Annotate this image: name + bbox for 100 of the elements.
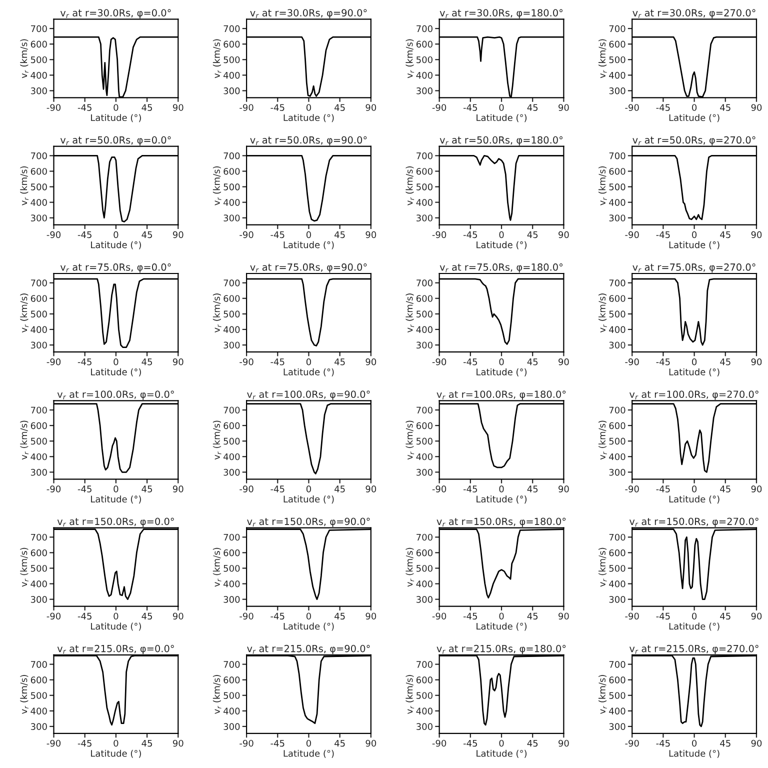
chart-title: v$_{r}$ at r=50.0Rs, φ=90.0° [250, 136, 367, 146]
chart-title: v$_{r}$ at r=50.0Rs, φ=0.0° [60, 136, 171, 146]
y-tick-label: 400 [609, 72, 626, 79]
y-tick-label: 700 [31, 25, 47, 32]
chart-title: v$_{r}$ at r=215.0Rs, φ=90.0° [247, 644, 370, 654]
x-tick-label: 45 [334, 104, 345, 111]
y-tick-label: 300 [224, 468, 240, 476]
x-tick-label: -45 [78, 104, 92, 111]
x-tick-label: 90 [751, 104, 762, 111]
x-tick-label: 45 [720, 740, 730, 747]
y-tick-label: 600 [224, 168, 240, 175]
y-axis-title: v$_{r}$ (km/s) [20, 39, 28, 78]
y-tick-label: 300 [416, 468, 432, 476]
y-tick-label: 700 [416, 25, 432, 32]
x-tick-label: -90 [46, 486, 61, 492]
y-tick-label: 300 [30, 468, 47, 476]
y-tick-label: 600 [416, 549, 432, 556]
x-tick-label: 45 [334, 358, 345, 366]
x-axis-title: Latitude (°) [476, 368, 527, 376]
x-axis-title: Latitude (°) [284, 750, 334, 758]
y-tick-label: 300 [416, 596, 432, 603]
x-tick-label: 0 [499, 486, 504, 492]
x-tick-label: -45 [463, 358, 477, 366]
y-tick-label: 700 [416, 152, 432, 160]
x-tick-label: 90 [366, 358, 376, 366]
y-tick-label: 500 [30, 183, 47, 190]
y-tick-label: 300 [416, 214, 432, 222]
x-axis-title: Latitude (°) [91, 368, 141, 376]
y-tick-label: 700 [416, 406, 432, 414]
y-tick-label: 300 [609, 723, 626, 730]
x-axis-title: Latitude (°) [284, 368, 334, 376]
y-tick-label: 600 [30, 295, 47, 302]
x-tick-label: -45 [656, 358, 670, 366]
y-tick-label: 400 [30, 453, 47, 460]
y-tick-label: 400 [416, 199, 432, 206]
y-tick-label: 600 [609, 168, 626, 175]
y-tick-label: 700 [224, 280, 240, 286]
y-tick-label: 600 [30, 549, 47, 556]
chart-title: v$_{r}$ at r=30.0Rs, φ=270.0° [632, 9, 756, 18]
y-tick-label: 400 [609, 453, 626, 460]
x-tick-label: -90 [625, 231, 639, 238]
x-tick-label: -90 [240, 104, 254, 111]
x-axis-title: Latitude (°) [91, 496, 141, 504]
y-tick-label: 400 [609, 326, 626, 334]
x-tick-label: 0 [306, 740, 311, 747]
y-axis-title: v$_{r}$ (km/s) [20, 548, 28, 587]
y-tick-label: 700 [224, 406, 240, 414]
x-tick-label: 0 [114, 231, 118, 238]
x-tick-label: 90 [558, 231, 569, 238]
y-axis-title: v$_{r}$ (km/s) [20, 675, 28, 714]
y-axis-title: v$_{r}$ (km/s) [598, 420, 607, 460]
x-tick-label: 90 [751, 231, 762, 238]
y-tick-label: 600 [30, 40, 47, 48]
x-tick-label: -45 [463, 740, 477, 747]
x-tick-label: 45 [334, 740, 345, 747]
chart-title: v$_{r}$ at r=75.0Rs, φ=180.0° [440, 263, 563, 273]
chart-title: v$_{r}$ at r=50.0Rs, φ=270.0° [632, 136, 756, 146]
x-tick-label: 45 [527, 358, 538, 366]
y-tick-label: 600 [30, 676, 47, 684]
x-tick-label: 0 [499, 358, 504, 366]
x-tick-label: -45 [656, 231, 670, 238]
y-tick-label: 300 [224, 723, 240, 730]
chart-title: v$_{r}$ at r=30.0Rs, φ=180.0° [440, 9, 563, 18]
y-axis-title: v$_{r}$ (km/s) [212, 420, 222, 460]
x-tick-label: 0 [306, 358, 311, 366]
y-tick-label: 400 [224, 199, 240, 206]
y-tick-label: 700 [224, 25, 240, 32]
x-axis-title: Latitude (°) [284, 241, 334, 250]
x-axis-title: Latitude (°) [476, 750, 527, 758]
x-tick-label: 45 [527, 612, 538, 620]
y-tick-label: 500 [30, 310, 47, 318]
y-tick-label: 600 [609, 549, 626, 556]
x-tick-label: 0 [306, 612, 311, 620]
x-tick-label: -90 [240, 486, 254, 492]
y-tick-label: 700 [224, 661, 240, 668]
y-tick-label: 500 [416, 183, 432, 190]
y-tick-label: 500 [30, 564, 47, 572]
y-tick-label: 300 [609, 342, 626, 349]
y-axis-title: v$_{r}$ (km/s) [598, 39, 607, 78]
x-tick-label: 90 [751, 612, 762, 620]
y-tick-label: 500 [609, 564, 626, 572]
y-tick-label: 400 [30, 72, 47, 79]
x-tick-label: 45 [142, 612, 152, 620]
x-tick-label: 90 [172, 358, 184, 366]
x-tick-label: 45 [142, 486, 152, 492]
x-tick-label: 0 [499, 231, 504, 238]
x-tick-label: -90 [432, 231, 446, 238]
chart-title: v$_{r}$ at r=75.0Rs, φ=0.0° [60, 263, 171, 273]
line-series [54, 278, 178, 348]
x-tick-label: 45 [527, 231, 538, 238]
x-axis-title: Latitude (°) [669, 368, 720, 376]
x-tick-label: 90 [366, 486, 376, 492]
x-tick-label: -45 [78, 486, 92, 492]
y-tick-label: 500 [416, 56, 432, 64]
x-tick-label: -45 [656, 104, 670, 111]
y-tick-label: 400 [224, 72, 240, 79]
x-tick-label: -90 [625, 104, 639, 111]
y-tick-label: 400 [224, 580, 240, 588]
y-tick-label: 700 [31, 661, 47, 668]
x-tick-label: 45 [142, 104, 152, 111]
